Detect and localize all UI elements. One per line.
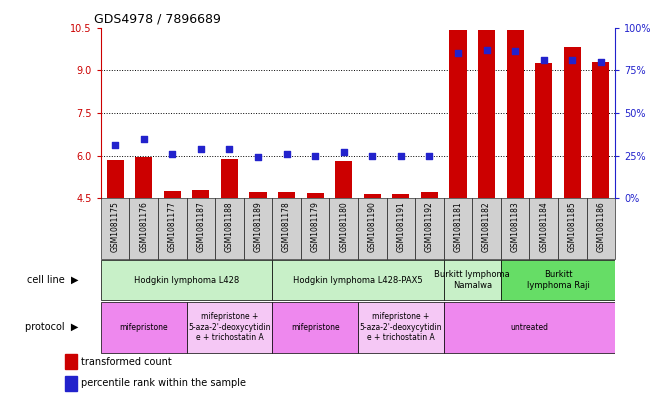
Text: untreated: untreated <box>510 323 549 332</box>
Bar <box>358 302 444 353</box>
Point <box>396 152 406 159</box>
Text: GSM1081183: GSM1081183 <box>510 202 519 252</box>
Point <box>310 152 320 159</box>
Text: GSM1081188: GSM1081188 <box>225 202 234 252</box>
Bar <box>187 302 272 353</box>
Point <box>424 152 435 159</box>
Bar <box>358 198 387 259</box>
Bar <box>473 198 501 259</box>
Text: GSM1081181: GSM1081181 <box>454 202 463 252</box>
Text: GSM1081176: GSM1081176 <box>139 202 148 252</box>
Text: protocol  ▶: protocol ▶ <box>25 322 78 332</box>
Bar <box>444 198 473 259</box>
Text: Burkitt lymphoma
Namalwa: Burkitt lymphoma Namalwa <box>434 270 510 290</box>
Bar <box>329 198 358 259</box>
Text: mifepristone +
5-aza-2'-deoxycytidin
e + trichostatin A: mifepristone + 5-aza-2'-deoxycytidin e +… <box>188 312 271 342</box>
Bar <box>501 260 615 300</box>
Point <box>224 146 234 152</box>
Bar <box>249 192 267 198</box>
Text: Burkitt
lymphoma Raji: Burkitt lymphoma Raji <box>527 270 590 290</box>
Text: GDS4978 / 7896689: GDS4978 / 7896689 <box>94 13 221 26</box>
Text: Hodgkin lymphoma L428-PAX5: Hodgkin lymphoma L428-PAX5 <box>293 275 423 285</box>
Bar <box>164 191 181 198</box>
Bar <box>444 260 501 300</box>
Bar <box>135 157 152 198</box>
Text: Hodgkin lymphoma L428: Hodgkin lymphoma L428 <box>134 275 240 285</box>
Text: GSM1081186: GSM1081186 <box>596 202 605 252</box>
Bar <box>101 302 187 353</box>
Bar <box>130 198 158 259</box>
Text: GSM1081175: GSM1081175 <box>111 202 120 252</box>
Bar <box>272 198 301 259</box>
Point <box>110 142 120 149</box>
Bar <box>506 30 524 198</box>
Text: GSM1081184: GSM1081184 <box>539 202 548 252</box>
Bar <box>192 190 210 198</box>
Bar <box>272 260 444 300</box>
Bar <box>221 159 238 198</box>
Bar <box>393 194 409 198</box>
Bar <box>478 30 495 198</box>
Bar <box>364 194 381 198</box>
Point <box>510 48 520 55</box>
Bar <box>592 62 609 198</box>
Bar <box>501 198 529 259</box>
Text: GSM1081190: GSM1081190 <box>368 202 377 252</box>
Bar <box>301 198 329 259</box>
Text: GSM1081179: GSM1081179 <box>311 202 320 252</box>
Bar <box>415 198 444 259</box>
Bar <box>587 198 615 259</box>
Point <box>339 149 349 156</box>
Point <box>281 151 292 157</box>
Text: GSM1081180: GSM1081180 <box>339 202 348 252</box>
Text: GSM1081177: GSM1081177 <box>168 202 177 252</box>
Bar <box>101 198 130 259</box>
Point <box>139 136 149 142</box>
Text: mifepristone: mifepristone <box>291 323 340 332</box>
Point <box>367 152 378 159</box>
Text: transformed count: transformed count <box>81 357 172 367</box>
Bar <box>558 198 587 259</box>
Bar <box>65 376 77 391</box>
Text: mifepristone: mifepristone <box>119 323 168 332</box>
Text: GSM1081189: GSM1081189 <box>253 202 262 252</box>
Point <box>167 151 178 157</box>
Bar <box>107 160 124 198</box>
Text: cell line  ▶: cell line ▶ <box>27 275 78 285</box>
Text: GSM1081182: GSM1081182 <box>482 202 491 252</box>
Point <box>596 59 606 65</box>
Bar <box>564 47 581 198</box>
Bar <box>387 198 415 259</box>
Bar <box>278 192 295 198</box>
Text: GSM1081178: GSM1081178 <box>282 202 291 252</box>
Text: percentile rank within the sample: percentile rank within the sample <box>81 378 246 389</box>
Bar <box>272 302 358 353</box>
Bar <box>158 198 187 259</box>
Text: GSM1081185: GSM1081185 <box>568 202 577 252</box>
Point <box>453 50 464 56</box>
Bar <box>444 302 615 353</box>
Text: mifepristone +
5-aza-2'-deoxycytidin
e + trichostatin A: mifepristone + 5-aza-2'-deoxycytidin e +… <box>359 312 442 342</box>
Text: GSM1081192: GSM1081192 <box>425 202 434 252</box>
Bar <box>449 30 467 198</box>
Bar <box>335 161 352 198</box>
Bar <box>307 193 324 198</box>
Bar <box>187 198 215 259</box>
Bar <box>535 63 552 198</box>
Bar <box>421 192 438 198</box>
Point <box>253 154 263 161</box>
Bar <box>529 198 558 259</box>
Point <box>538 57 549 63</box>
Bar <box>101 260 272 300</box>
Point <box>567 57 577 63</box>
Bar <box>215 198 243 259</box>
Bar <box>243 198 272 259</box>
Point <box>481 47 492 53</box>
Point <box>196 146 206 152</box>
Text: GSM1081191: GSM1081191 <box>396 202 406 252</box>
Bar <box>65 354 77 369</box>
Text: GSM1081187: GSM1081187 <box>197 202 206 252</box>
